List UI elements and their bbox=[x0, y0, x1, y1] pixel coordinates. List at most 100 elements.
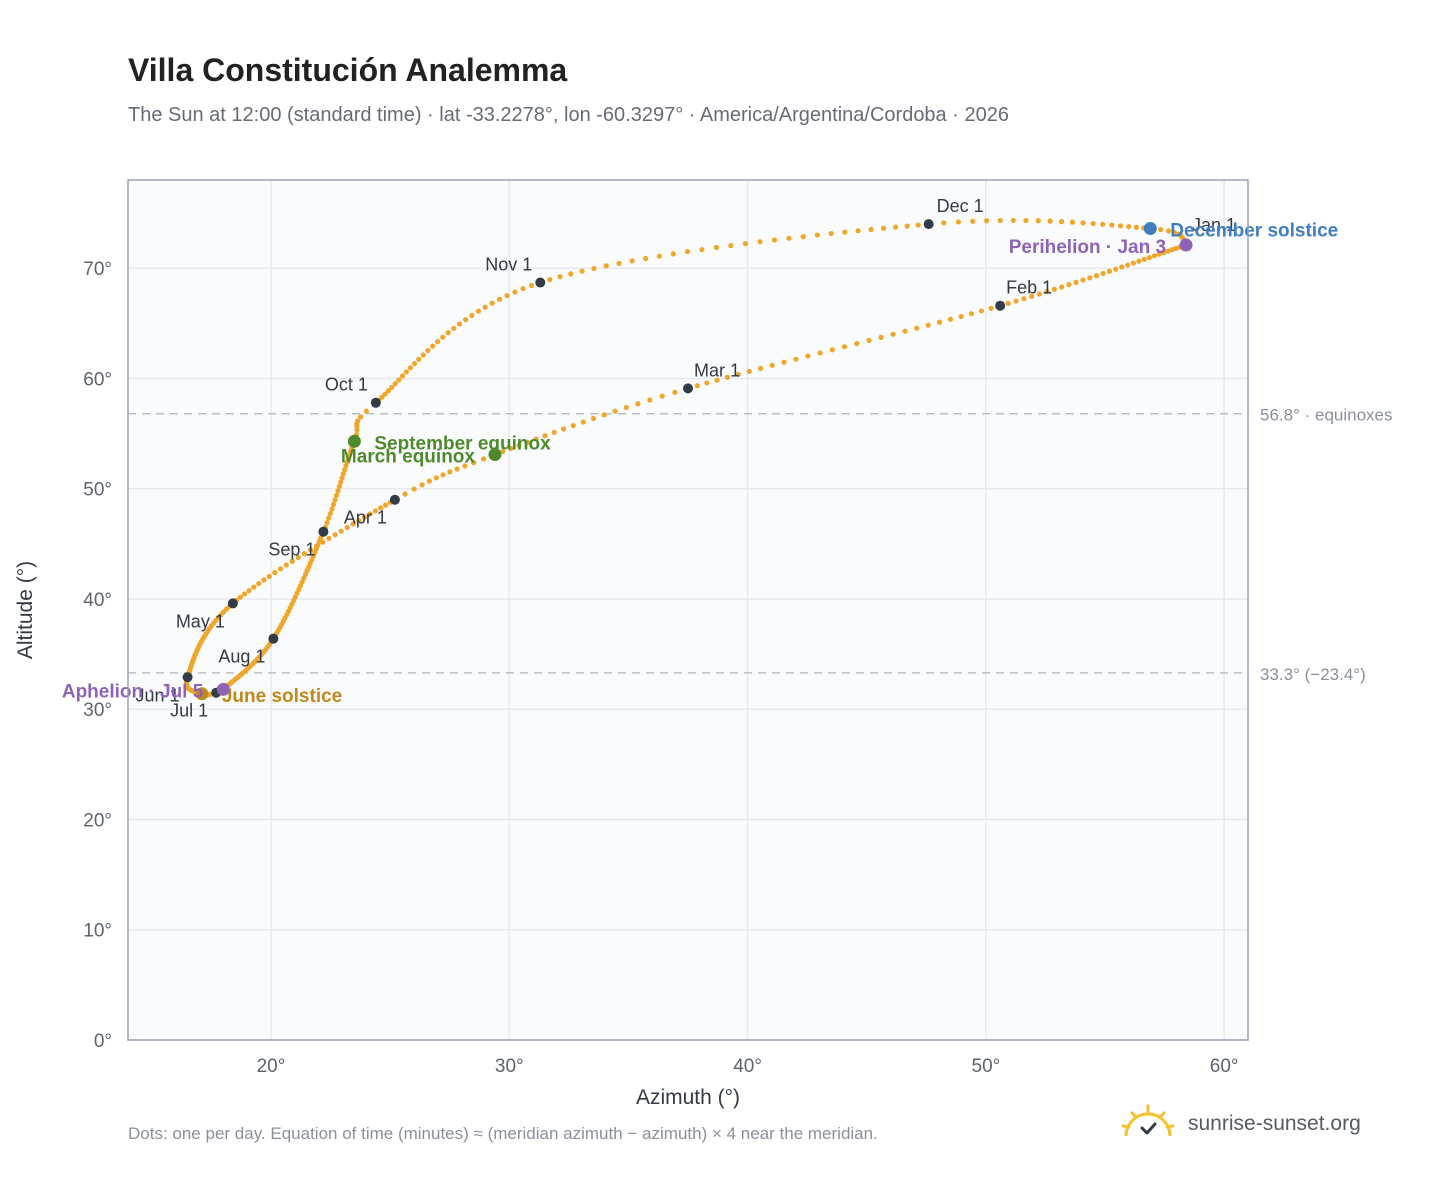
daily-sun-dot bbox=[746, 368, 752, 374]
daily-sun-dot bbox=[496, 296, 503, 302]
daily-sun-dot bbox=[289, 558, 295, 564]
daily-sun-dot bbox=[524, 439, 531, 445]
daily-sun-dot bbox=[1125, 262, 1131, 268]
daily-sun-dot bbox=[854, 340, 860, 347]
daily-sun-dot bbox=[462, 463, 468, 469]
special-point-label: December solstice bbox=[1170, 221, 1338, 242]
daily-sun-dot bbox=[242, 591, 248, 597]
daily-sun-dot bbox=[339, 475, 345, 481]
daily-sun-dot bbox=[256, 581, 262, 587]
daily-sun-dot bbox=[1051, 286, 1057, 292]
daily-sun-dot bbox=[1151, 253, 1157, 259]
daily-sun-dot bbox=[557, 274, 563, 280]
sun-logo-icon bbox=[1121, 1104, 1175, 1137]
daily-sun-dot bbox=[1117, 223, 1124, 229]
month-marker-label: May 1 bbox=[176, 611, 225, 631]
daily-sun-dot bbox=[402, 491, 408, 497]
month-marker bbox=[370, 397, 381, 408]
brand-text[interactable]: sunrise-sunset.org bbox=[1188, 1112, 1361, 1135]
daily-sun-dot bbox=[336, 483, 342, 490]
daily-sun-dot bbox=[1013, 298, 1019, 304]
daily-sun-dot bbox=[623, 404, 629, 411]
daily-sun-dot bbox=[1161, 250, 1167, 256]
daily-sun-dot bbox=[805, 353, 811, 359]
daily-sun-dot bbox=[728, 242, 734, 249]
daily-sun-dot bbox=[904, 223, 910, 229]
daily-sun-dot bbox=[902, 328, 908, 334]
daily-sun-dot bbox=[500, 448, 506, 455]
daily-sun-dot bbox=[512, 289, 518, 295]
daily-sun-dot bbox=[1109, 222, 1115, 228]
daily-sun-dot bbox=[471, 460, 477, 466]
x-tick-label: 60° bbox=[1210, 1056, 1239, 1077]
month-marker-label: Jul 1 bbox=[170, 701, 208, 721]
daily-sun-dot bbox=[489, 300, 495, 306]
daily-sun-dot bbox=[878, 334, 884, 340]
daily-sun-dot bbox=[793, 356, 799, 362]
daily-sun-dot bbox=[1080, 277, 1086, 283]
daily-sun-dot bbox=[1130, 260, 1137, 266]
daily-sun-dot bbox=[814, 232, 820, 238]
y-tick-label: 20° bbox=[83, 810, 112, 831]
daily-sun-dot bbox=[1073, 279, 1079, 285]
month-marker bbox=[389, 494, 400, 505]
brand[interactable]: sunrise-sunset.org bbox=[1120, 1104, 1361, 1144]
plot-border bbox=[127, 179, 1249, 1041]
footnote: Dots: one per day. Equation of time (min… bbox=[128, 1124, 878, 1143]
plot-area bbox=[128, 180, 1248, 1040]
daily-sun-dot bbox=[672, 389, 678, 395]
daily-sun-dot bbox=[358, 414, 364, 420]
axis-ticks: 20° 30° 40° 50° 60° 0° 10° 20° 30° 40° 50° 60° 70° bbox=[83, 259, 1238, 1077]
daily-sun-dot bbox=[714, 377, 720, 383]
daily-sun-dot bbox=[914, 325, 920, 331]
daily-sun-dot bbox=[350, 521, 356, 527]
month-marker-label: Aug 1 bbox=[218, 647, 265, 667]
daily-sun-dot bbox=[342, 467, 348, 473]
special-point-marker bbox=[1179, 238, 1193, 252]
daily-sun-dot bbox=[855, 228, 861, 234]
daily-sun-dot bbox=[1169, 247, 1175, 253]
daily-sun-dot bbox=[829, 347, 835, 353]
daily-sun-dot bbox=[1005, 300, 1011, 306]
daily-sun-dot bbox=[416, 356, 422, 362]
daily-sun-dot bbox=[892, 224, 899, 230]
daily-sun-dot bbox=[504, 293, 510, 299]
daily-sun-dot bbox=[355, 418, 361, 424]
daily-sun-dot bbox=[419, 482, 425, 488]
daily-sun-dot bbox=[332, 532, 338, 538]
daily-sun-dot bbox=[383, 502, 389, 508]
daily-sun-dot bbox=[411, 360, 418, 367]
daily-sun-dot bbox=[616, 260, 622, 266]
month-marker-label: Nov 1 bbox=[485, 255, 532, 275]
special-point-marker bbox=[488, 448, 502, 462]
daily-sun-dot bbox=[1029, 293, 1035, 299]
daily-sun-dot bbox=[272, 570, 278, 576]
daily-sun-dot bbox=[456, 321, 463, 327]
daily-sun-dot bbox=[1023, 217, 1029, 224]
x-tick-label: 40° bbox=[733, 1056, 762, 1077]
daily-sun-dot bbox=[1036, 291, 1042, 297]
daily-sun-dot bbox=[1066, 282, 1072, 288]
daily-sun-dot bbox=[329, 506, 335, 512]
month-marker bbox=[535, 277, 546, 288]
daily-sun-dot bbox=[629, 258, 635, 264]
daily-sun-dot bbox=[425, 347, 431, 354]
special-point-label: September equinox bbox=[374, 433, 551, 454]
daily-sun-dot bbox=[454, 466, 460, 472]
daily-sun-dot bbox=[403, 369, 410, 375]
daily-sun-dot bbox=[372, 508, 379, 514]
daily-sun-dot bbox=[344, 524, 350, 531]
daily-sun-dot bbox=[704, 380, 710, 386]
daily-sun-dot bbox=[684, 249, 691, 255]
daily-sun-dot bbox=[842, 229, 848, 235]
special-point-label: March equinox bbox=[341, 447, 476, 468]
daily-sun-dot bbox=[430, 343, 436, 349]
daily-sun-dot bbox=[1136, 258, 1142, 264]
daily-sun-dot bbox=[1100, 221, 1106, 227]
daily-sun-dot bbox=[642, 255, 649, 262]
daily-sun-dot bbox=[800, 234, 806, 240]
daily-sun-dot bbox=[332, 497, 338, 503]
daily-sun-dot bbox=[237, 594, 243, 600]
daily-sun-dot bbox=[508, 445, 514, 452]
daily-sun-dot bbox=[382, 391, 388, 397]
